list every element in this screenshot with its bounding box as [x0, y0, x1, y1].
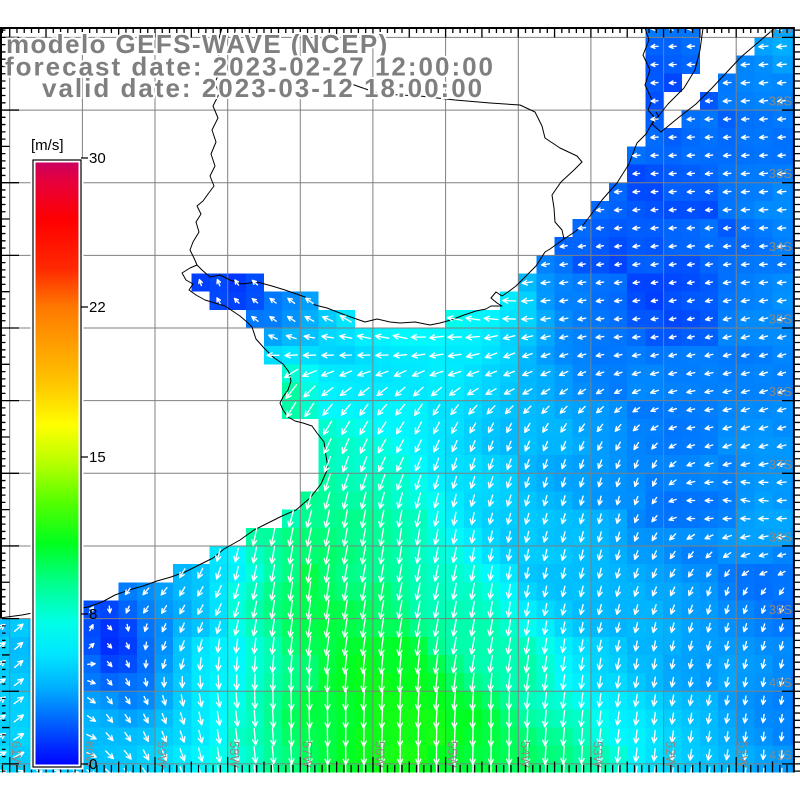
svg-text:valid date: 2023-03-12 18:00:0: valid date: 2023-03-12 18:00:00 [42, 73, 484, 103]
svg-text:modelo GEFS-WAVE (NCEP): modelo GEFS-WAVE (NCEP) [6, 29, 389, 59]
svg-text:61W: 61W [9, 741, 24, 768]
svg-text:0: 0 [89, 756, 97, 773]
svg-text:34S: 34S [769, 239, 792, 254]
svg-text:58W: 58W [227, 741, 242, 768]
svg-text:52W: 52W [663, 741, 678, 768]
svg-text:30: 30 [89, 150, 106, 167]
svg-text:31S: 31S [769, 21, 792, 36]
svg-text:60W: 60W [82, 741, 97, 768]
svg-text:37S: 37S [769, 457, 792, 472]
svg-text:38S: 38S [769, 530, 792, 545]
svg-text:32S: 32S [769, 94, 792, 109]
svg-text:53W: 53W [590, 741, 605, 768]
svg-text:41S: 41S [769, 747, 792, 762]
svg-text:59W: 59W [155, 741, 170, 768]
svg-text:36S: 36S [769, 384, 792, 399]
svg-text:57W: 57W [300, 741, 315, 768]
svg-text:55W: 55W [445, 741, 460, 768]
svg-text:54W: 54W [518, 741, 533, 768]
svg-text:39S: 39S [769, 602, 792, 617]
svg-text:35S: 35S [769, 312, 792, 327]
svg-text:22: 22 [89, 299, 106, 316]
svg-text:8: 8 [89, 606, 97, 623]
svg-text:15: 15 [89, 449, 106, 466]
svg-text:56W: 56W [372, 741, 387, 768]
svg-text:51W: 51W [736, 741, 751, 768]
svg-text:40S: 40S [769, 675, 792, 690]
svg-text:forecast date: 2023-02-27 12:0: forecast date: 2023-02-27 12:00:00 [5, 52, 495, 82]
svg-text:[m/s]: [m/s] [31, 137, 64, 154]
svg-text:33S: 33S [769, 166, 792, 181]
